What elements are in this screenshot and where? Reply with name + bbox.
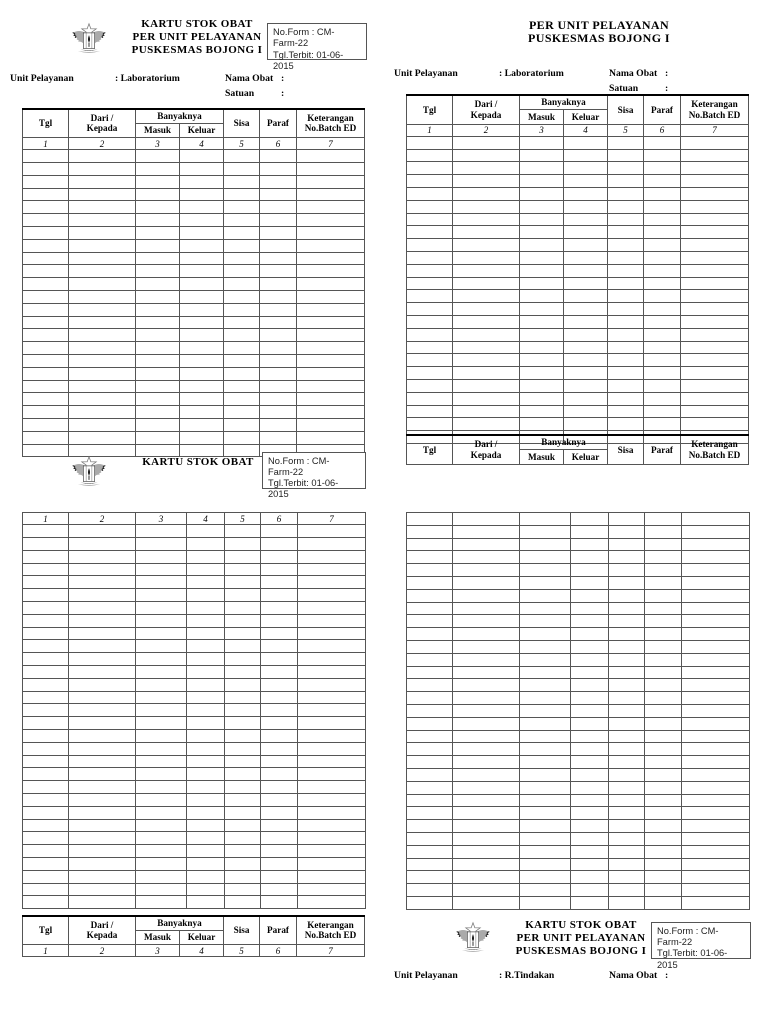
svg-text:* * * * *: * * * * *	[85, 50, 95, 53]
svg-text:* * * * *: * * * * *	[85, 483, 95, 486]
svg-text:* * * * *: * * * * *	[469, 949, 479, 952]
